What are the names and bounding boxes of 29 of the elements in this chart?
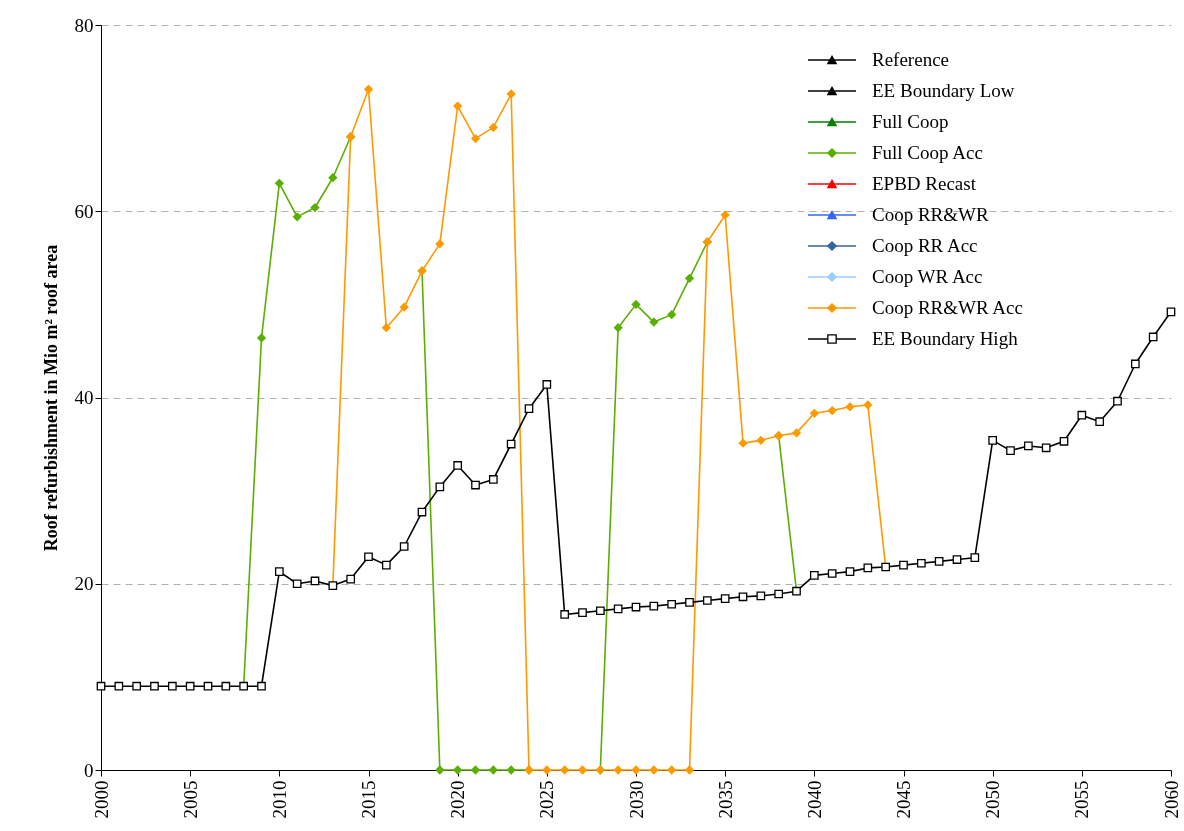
legend-label: Coop RR Acc bbox=[872, 235, 978, 256]
x-tick-label: 2050 bbox=[982, 780, 1004, 819]
y-tick-label: 20 bbox=[74, 573, 94, 595]
legend-label: EPBD Recast bbox=[872, 173, 977, 194]
y-tick-label: 60 bbox=[74, 200, 94, 222]
legend-label: Full Coop bbox=[872, 111, 949, 132]
legend-label: Coop WR Acc bbox=[872, 266, 983, 287]
x-tick-label: 2040 bbox=[803, 780, 825, 819]
x-tick-label: 2045 bbox=[893, 780, 914, 819]
x-tick-label: 2020 bbox=[447, 780, 469, 819]
x-tick-label: 2055 bbox=[1071, 780, 1093, 819]
x-tick-label: 2060 bbox=[1160, 780, 1182, 819]
legend-label: EE Boundary Low bbox=[872, 80, 1015, 101]
legend-label: Coop RR&WR bbox=[872, 204, 989, 225]
x-tick-label: 2025 bbox=[536, 780, 558, 819]
x-tick-label: 2010 bbox=[268, 780, 290, 819]
y-axis-title: Roof refurbishment in Mio m² roof area bbox=[40, 244, 61, 552]
legend-label: Full Coop Acc bbox=[872, 142, 983, 163]
x-tick-label: 2015 bbox=[358, 780, 379, 819]
legend-label: EE Boundary High bbox=[872, 328, 1019, 349]
y-tick-label: 0 bbox=[84, 759, 94, 781]
x-tick-label: 2000 bbox=[90, 780, 112, 819]
x-tick-label: 2005 bbox=[179, 780, 201, 819]
x-tick-label: 2030 bbox=[625, 780, 647, 819]
legend-label: Reference bbox=[872, 49, 949, 70]
legend-label: Coop RR&WR Acc bbox=[872, 297, 1023, 318]
y-tick-label: 80 bbox=[74, 14, 94, 36]
y-tick-label: 40 bbox=[74, 387, 94, 408]
x-tick-label: 2035 bbox=[714, 780, 736, 819]
